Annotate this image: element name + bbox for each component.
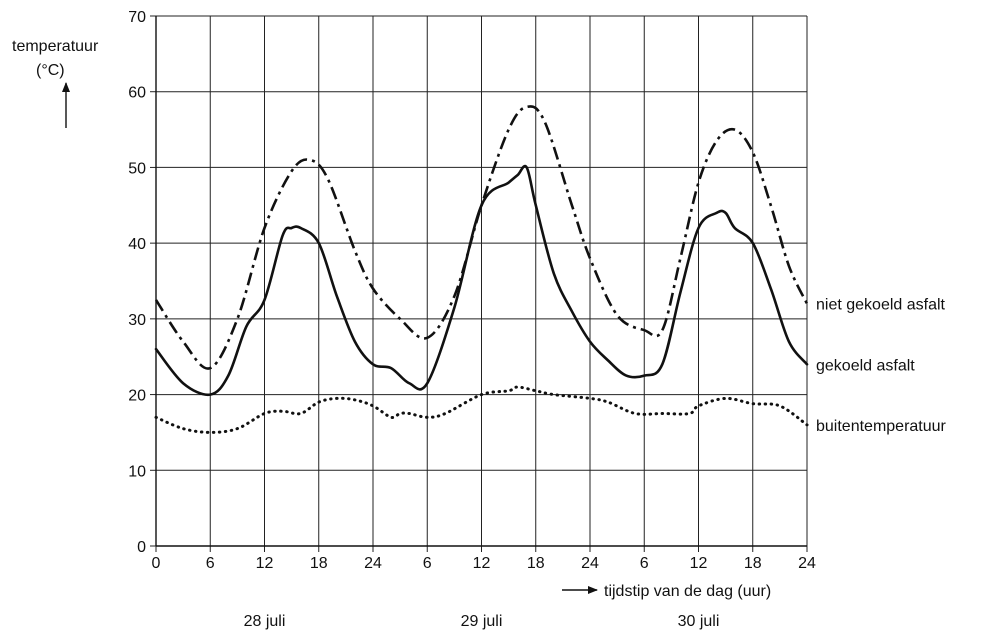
day-label: 29 juli [461,613,503,630]
x-tick-label: 0 [152,555,161,572]
y-tick-label: 20 [128,388,146,405]
tick-labels: 0 10 20 30 40 50 60 70 0 6 12 18 24 6 12 18 24 6 12 18 24 [128,9,816,572]
y-axis-unit: (°C) [36,62,65,79]
y-axis-label: temperatuur [12,38,99,55]
y-tick-label: 60 [128,85,146,102]
x-tick-label: 6 [206,555,215,572]
x-tick-label: 6 [640,555,649,572]
x-tick-label: 18 [744,555,762,572]
series-label-buitentemperatuur: buitentemperatuur [816,418,947,435]
grid [155,15,808,547]
day-label: 28 juli [244,613,286,630]
series-label-gekoeld-asfalt: gekoeld asfalt [816,357,915,374]
series-label-niet-gekoeld-asfalt: niet gekoeld asfalt [816,297,946,314]
day-labels: 28 juli 29 juli 30 juli [244,613,720,630]
y-tick-label: 10 [128,463,146,480]
series-line-gekoeld-asfalt [154,164,809,397]
legend: niet gekoeld asfalt gekoeld asfalt buitent… [816,297,947,435]
y-tick-label: 70 [128,9,146,26]
x-tick-label: 12 [473,555,491,572]
x-tick-label: 12 [690,555,708,572]
series-lines [154,105,809,434]
y-tick-label: 0 [137,539,146,556]
x-tick-label: 24 [364,555,382,572]
x-axis-label: tijdstip van de dag (uur) [604,583,771,600]
x-tick-label: 6 [423,555,432,572]
axes [150,15,808,552]
x-tick-label: 18 [527,555,545,572]
series-line-niet-gekoeld-asfalt [154,105,809,370]
series-line-buitentemperatuur [154,385,809,434]
y-tick-label: 50 [128,160,146,177]
x-tick-label: 24 [581,555,599,572]
x-tick-label: 24 [798,555,816,572]
x-tick-label: 12 [256,555,274,572]
y-tick-label: 30 [128,312,146,329]
day-label: 30 juli [678,613,720,630]
x-tick-label: 18 [310,555,328,572]
y-tick-label: 40 [128,236,146,253]
